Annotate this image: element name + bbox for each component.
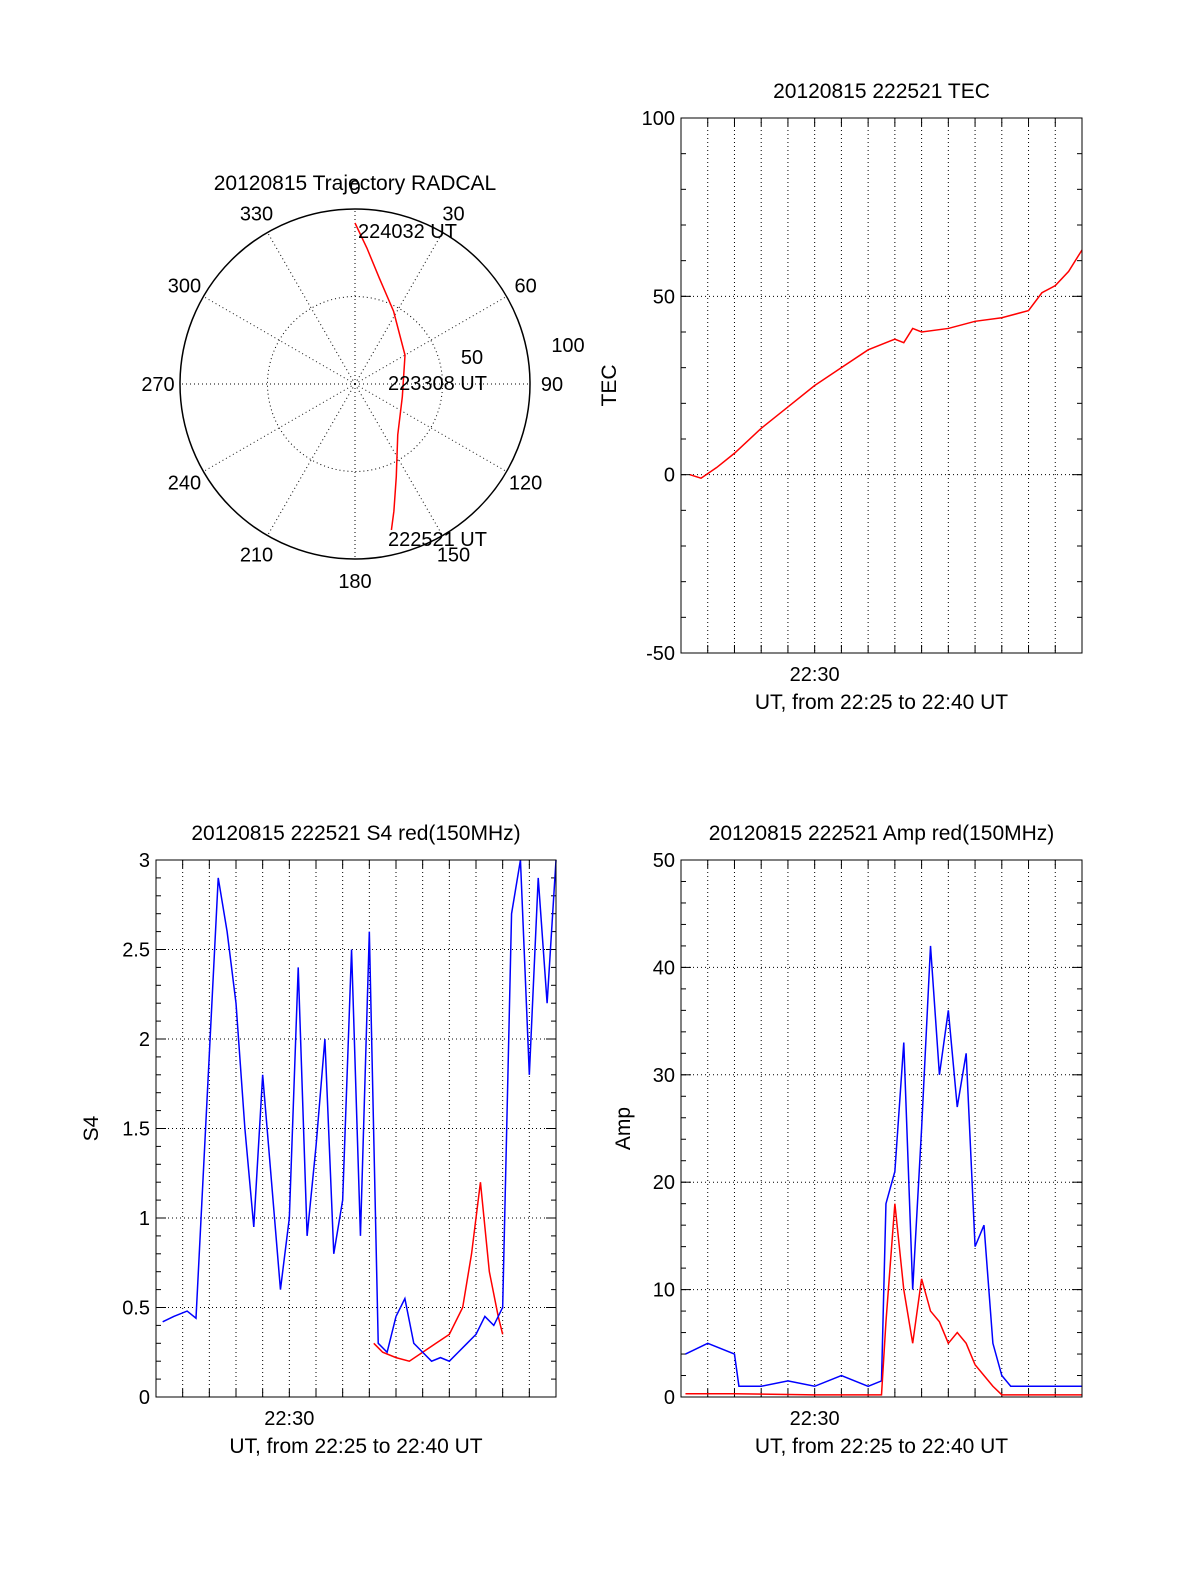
y-tick-label: 0.5: [122, 1298, 150, 1320]
polar-spoke: [354, 296, 507, 385]
polar-angle-label: 90: [541, 374, 563, 396]
polar-angle-label: 60: [514, 276, 536, 298]
polar-angle-label: 330: [240, 203, 273, 225]
trajectory-time-label: 224032 UT: [358, 221, 457, 243]
y-tick-label: 30: [653, 1065, 675, 1087]
y-tick-label: 10: [653, 1280, 675, 1302]
x-axis-label: UT, from 22:25 to 22:40 UT: [755, 1435, 1008, 1458]
series-line: [685, 1203, 1082, 1396]
polar-angle-label: 270: [141, 374, 174, 396]
trajectory-time-label: 222521 UT: [388, 529, 487, 551]
plot-frame: [155, 859, 557, 1398]
polar-radial-label: 100: [551, 335, 584, 357]
series-line: [685, 945, 1082, 1388]
x-tick-label: 22:30: [790, 664, 840, 686]
polar-spoke: [354, 232, 443, 385]
y-tick-label: 100: [642, 108, 675, 130]
polar-grid-ring: [267, 296, 443, 472]
polar-outer-ring: [179, 208, 531, 560]
y-tick-label: 0: [664, 1387, 675, 1409]
chart-panel-3: 20120815 222521 Amp red(150MHz) 0 10 20 30 40…: [612, 822, 1083, 1458]
x-tick-label: 22:30: [790, 1408, 840, 1430]
polar-angle-label: 30: [442, 203, 464, 225]
y-tick-label: 20: [653, 1172, 675, 1194]
y-tick-label: 1.5: [122, 1119, 150, 1141]
polar-angle-label: 240: [168, 473, 201, 495]
y-tick-label: 0: [664, 465, 675, 487]
y-axis-label: TEC: [598, 365, 621, 407]
chart-title: 20120815 222521 S4 red(150MHz): [191, 822, 520, 845]
polar-spoke: [354, 383, 443, 536]
series-line: [162, 859, 557, 1363]
polar-angle-label: 180: [338, 571, 371, 593]
y-axis-label: S4: [80, 1115, 103, 1141]
x-axis-label: UT, from 22:25 to 22:40 UT: [229, 1435, 482, 1458]
y-tick-label: 1: [139, 1208, 150, 1230]
chart-title: 20120815 222521 TEC: [773, 80, 990, 103]
plot-frame: [680, 117, 1083, 654]
y-tick-label: 2.5: [122, 940, 150, 962]
y-tick-label: 3: [139, 850, 150, 872]
y-tick-label: 40: [653, 957, 675, 979]
polar-radial-label: 50: [461, 347, 483, 369]
polar-angle-label: 0: [349, 177, 360, 199]
y-tick-label: 50: [653, 286, 675, 308]
chart-panel-2: 20120815 222521 S4 red(150MHz)00.511.522…: [80, 822, 557, 1458]
y-tick-label: 2: [139, 1029, 150, 1051]
trajectory-time-label: 223308 UT: [388, 373, 487, 395]
x-axis-label: UT, from 22:25 to 22:40 UT: [755, 691, 1008, 714]
x-tick-label: 22:30: [264, 1408, 314, 1430]
y-tick-label: 50: [653, 850, 675, 872]
polar-spoke: [267, 383, 356, 536]
trajectory-line: [354, 222, 406, 531]
polar-title: 20120815 Trajectory RADCAL: [214, 172, 497, 195]
polar-angle-label: 150: [437, 545, 470, 567]
series-line: [373, 1182, 504, 1363]
chart-panel-1: 20120815 222521 TEC -50 0 50 100 22:30 UT, fro…: [598, 80, 1083, 714]
y-tick-label: 0: [139, 1387, 150, 1409]
polar-angle-label: 300: [168, 276, 201, 298]
chart-title: 20120815 222521 Amp red(150MHz): [709, 822, 1055, 845]
polar-spoke: [267, 232, 356, 385]
plot-frame: [680, 859, 1083, 1398]
polar-spoke: [354, 383, 507, 472]
series-line: [689, 249, 1083, 480]
y-tick-label: -50: [646, 643, 675, 665]
polar-angle-label: 120: [509, 473, 542, 495]
polar-angle-label: 210: [240, 545, 273, 567]
y-axis-label: Amp: [612, 1107, 635, 1150]
